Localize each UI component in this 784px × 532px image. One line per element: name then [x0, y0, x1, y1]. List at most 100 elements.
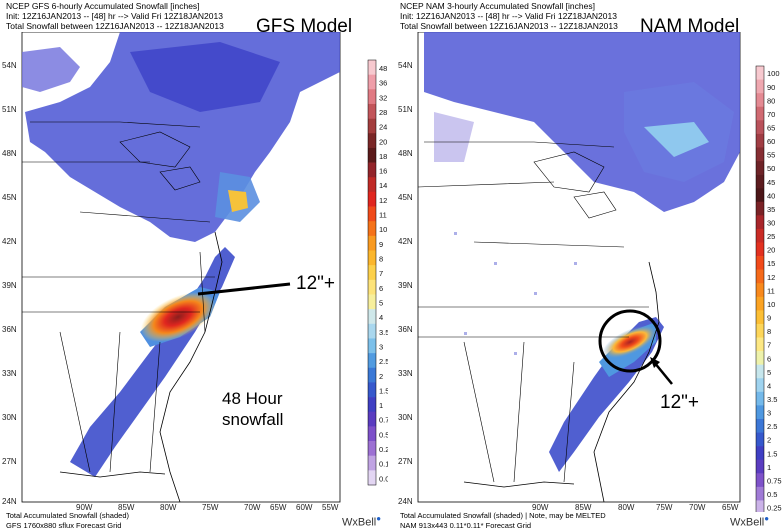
- gfs-colorbar-swatch: [368, 426, 376, 442]
- nam-heavy-core: [602, 325, 658, 359]
- gfs-colorbar-label: 2: [379, 372, 383, 381]
- gfs-colorbar-swatch: [368, 221, 376, 237]
- gfs-colorbar-swatch: [368, 294, 376, 310]
- gfs-colorbar-label: 4: [379, 313, 383, 322]
- gfs-colorbar-swatch: [368, 60, 376, 75]
- gfs-colorbar-label: 0.01: [379, 474, 388, 483]
- nam-lat-label: 42N: [398, 237, 413, 246]
- brand-name: WxBell: [342, 516, 377, 529]
- nam-colorbar-label: 35: [767, 205, 775, 214]
- gfs-colorbar-swatch: [368, 279, 376, 295]
- gfs-colorbar-label: 0.1: [379, 460, 388, 469]
- gfs-lat-label: 54N: [2, 61, 17, 70]
- gfs-lat-label: 24N: [2, 497, 17, 506]
- nam-colorbar-swatch: [756, 256, 764, 270]
- nam-snowfall-map: 54N 51N 48N 45N 42N 39N 36N 33N 30N 27N …: [398, 32, 782, 512]
- gfs-footer-desc: Total Accumulated Snowfall (shaded): [6, 511, 129, 520]
- nam-colorbar-label: 8: [767, 327, 771, 336]
- gfs-snowfall-map: 54N 51N 48N 45N 42N 39N 36N 33N 30N 27N …: [2, 32, 388, 512]
- nam-lon-label: 65W: [722, 503, 739, 512]
- nam-colorbar-swatch: [756, 147, 764, 162]
- nam-colorbar-label: 30: [767, 219, 775, 228]
- gfs-colorbar-swatch: [368, 367, 376, 383]
- nam-colorbar-label: 11: [767, 286, 775, 295]
- gfs-colorbar-swatch: [368, 133, 376, 149]
- nam-highlight-circle: [598, 309, 662, 373]
- nam-colorbar-swatch: [756, 486, 764, 501]
- nam-annotation: 12"+: [660, 392, 699, 413]
- gfs-colorbar-label: 8: [379, 255, 383, 264]
- gfs-colorbar-swatch: [368, 382, 376, 398]
- nam-colorbar-label: 7: [767, 341, 771, 350]
- gfs-colorbar-swatch: [368, 206, 376, 222]
- gfs-lat-label: 45N: [2, 193, 17, 202]
- nam-colorbar-swatch: [756, 242, 764, 257]
- gfs-colorbar-swatch: [368, 338, 376, 354]
- gfs-colorbar-label: 5: [379, 298, 383, 307]
- nam-colorbar-swatch: [756, 432, 764, 447]
- brand-dot-icon: ●: [764, 514, 770, 523]
- gfs-lon-label: 60W: [296, 503, 313, 512]
- nam-colorbar-label: 45: [767, 178, 775, 187]
- gfs-colorbar-swatch: [368, 250, 376, 266]
- nam-colorbar-label: 80: [767, 96, 775, 105]
- nam-lat-label: 33N: [398, 369, 413, 378]
- gfs-colorbar-swatch: [368, 74, 376, 90]
- gfs-colorbar-label: 1: [379, 401, 383, 410]
- nam-colorbar-label: 2.5: [767, 422, 777, 431]
- gfs-colorbar-label: 6: [379, 284, 383, 293]
- gfs-lat-label: 27N: [2, 457, 17, 466]
- nam-colorbar-swatch: [756, 364, 764, 379]
- nam-colorbar-label: 4: [767, 381, 771, 390]
- gfs-colorbar-label: 18: [379, 152, 387, 161]
- gfs-annotation: 12"+: [296, 273, 335, 294]
- nam-colorbar-swatch: [756, 79, 764, 94]
- gfs-lat-label: 30N: [2, 413, 17, 422]
- gfs-colorbar-label: 16: [379, 167, 387, 176]
- gfs-lon-label: 90W: [76, 503, 93, 512]
- nam-header-period: Total Snowfall between 12Z16JAN2013 -- 1…: [400, 21, 618, 31]
- nam-lat-label: 36N: [398, 325, 413, 334]
- gfs-colorbar-swatch: [368, 89, 376, 105]
- nam-colorbar-swatch: [756, 351, 764, 365]
- gfs-colorbar-swatch: [368, 265, 376, 281]
- nam-colorbar-swatch: [756, 391, 764, 406]
- nam-colorbar-swatch: [756, 120, 764, 135]
- nam-panel: NCEP NAM 3-hourly Accumulated Snowfall […: [394, 0, 784, 532]
- nam-colorbar-swatch: [756, 106, 764, 121]
- nam-colorbar-label: 3: [767, 409, 771, 418]
- nam-colorbar-swatch: [756, 323, 764, 338]
- gfs-lat-label: 33N: [2, 369, 17, 378]
- nam-colorbar-swatch: [756, 133, 764, 148]
- gfs-colorbar-swatch: [368, 353, 376, 369]
- nam-colorbar-label: 60: [767, 137, 775, 146]
- nam-colorbar-label: 12: [767, 273, 775, 282]
- nam-colorbar-label: 15: [767, 259, 775, 268]
- gfs-lon-label: 75W: [202, 503, 219, 512]
- gfs-colorbar-label: 0.5: [379, 430, 388, 439]
- gfs-lon-label: 80W: [160, 503, 177, 512]
- gfs-lat-label: 42N: [2, 237, 17, 246]
- nam-colorbar-swatch: [756, 201, 764, 216]
- nam-colorbar-label: 20: [767, 246, 775, 255]
- gfs-colorbar-label: 32: [379, 93, 387, 102]
- gfs-lon-label: 55W: [322, 503, 339, 512]
- gfs-lon-labels: 90W 85W 80W 75W 70W 65W 60W 55W: [76, 503, 339, 512]
- gfs-note: 48 Hour snowfall: [222, 388, 283, 430]
- nam-colorbar-label: 50: [767, 164, 775, 173]
- gfs-lon-label: 70W: [244, 503, 261, 512]
- nam-lon-labels: 90W 85W 80W 75W 70W 65W: [532, 503, 739, 512]
- gfs-footer-grid: GFS 1760x880 sflux Forecast Grid: [6, 521, 122, 530]
- nam-colorbar-label: 9: [767, 314, 771, 323]
- nam-colorbar: 1009080706560555045403530252015121110987…: [755, 65, 782, 512]
- nam-colorbar-swatch: [756, 174, 764, 189]
- nam-colorbar-label: 5: [767, 368, 771, 377]
- nam-arrow: [653, 361, 673, 385]
- gfs-colorbar-label: 14: [379, 181, 387, 190]
- gfs-colorbar-label: 0.75: [379, 416, 388, 425]
- nam-colorbar-label: 65: [767, 123, 775, 132]
- gfs-colorbar-swatch: [368, 441, 376, 456]
- nam-colorbar-swatch: [756, 66, 764, 80]
- nam-colorbar-swatch: [756, 188, 764, 203]
- gfs-note-line2: snowfall: [222, 410, 284, 429]
